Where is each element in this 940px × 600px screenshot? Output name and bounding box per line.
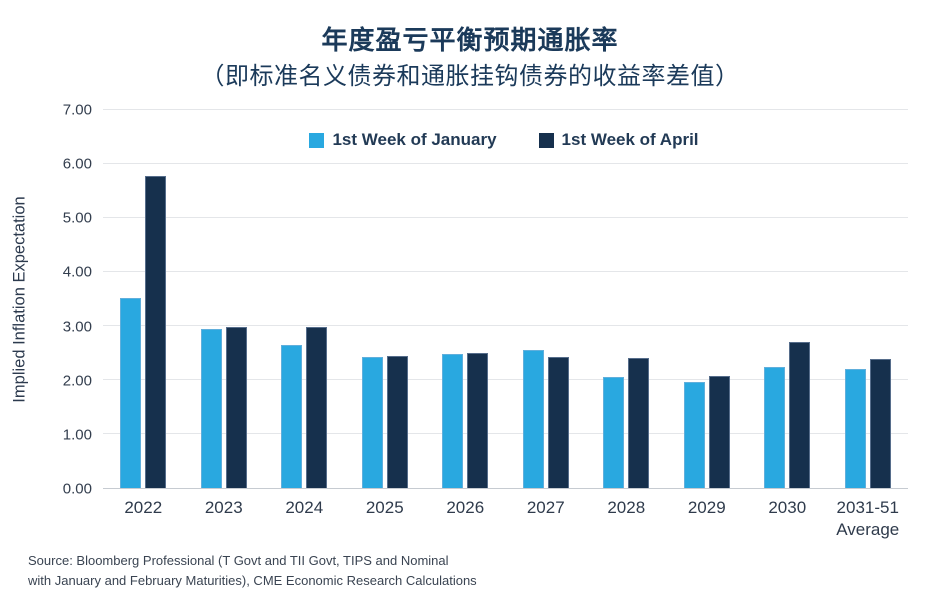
- bar-january-2029: [683, 382, 705, 488]
- y-tick-4.00: 4.00: [62, 263, 92, 281]
- y-tick-6.00: 6.00: [62, 155, 92, 173]
- gridline-1.00: [103, 433, 908, 434]
- gridline-7.00: [103, 109, 908, 110]
- gridline-6.00: [103, 163, 908, 164]
- x-label-2022: 2022: [124, 498, 163, 517]
- bar-group-2027: [506, 110, 587, 488]
- gridline-4.00: [103, 271, 908, 272]
- y-axis-ticks: 0.00 1.00 2.00 3.00 4.00 5.00 6.00 7.00: [26, 103, 92, 497]
- bar-january-2022: [120, 298, 142, 488]
- bar-january-2027: [522, 349, 544, 488]
- x-label-2029: 2029: [687, 498, 726, 517]
- y-tick-2.00: 2.00: [62, 372, 92, 390]
- chart-subtitle: （即标准名义债券和通胀挂钩债券的收益率差值）: [200, 63, 740, 90]
- bar-group-2031-51: [828, 110, 909, 488]
- legend-swatch-january-icon: [309, 132, 325, 148]
- bar-april-2029: [708, 375, 730, 488]
- bar-january-2026: [442, 353, 464, 488]
- x-label-2025: 2025: [365, 498, 404, 517]
- y-tick-0.00: 0.00: [62, 480, 92, 498]
- gridline-2.00: [103, 379, 908, 380]
- bar-group-2025: [345, 110, 426, 488]
- bar-group-2024: [264, 110, 345, 488]
- x-label-2027: 2027: [526, 498, 565, 517]
- y-tick-1.00: 1.00: [62, 426, 92, 444]
- bar-april-2026: [467, 353, 489, 488]
- y-tick-7.00: 7.00: [62, 101, 92, 119]
- bar-january-2024: [281, 345, 303, 488]
- bar-april-2030: [789, 342, 811, 488]
- legend-swatch-april-icon: [538, 132, 554, 148]
- bar-group-2022: [103, 110, 184, 488]
- bar-groups: [103, 110, 908, 488]
- bar-group-2023: [184, 110, 265, 488]
- bar-january-2028: [603, 377, 625, 488]
- bar-group-2028: [586, 110, 667, 488]
- legend: 1st Week of January 1st Week of April: [100, 130, 908, 150]
- bar-april-2028: [628, 357, 650, 488]
- legend-label-january: 1st Week of January: [332, 130, 497, 149]
- bar-april-2025: [386, 355, 408, 488]
- x-label-2031-51: 2031-51 Average: [836, 498, 900, 540]
- source-line-2: with January and February Maturities), C…: [28, 573, 477, 589]
- bar-april-2023: [225, 327, 247, 488]
- x-label-2026: 2026: [446, 498, 485, 517]
- legend-item-january: 1st Week of January: [309, 130, 497, 150]
- legend-label-april: 1st Week of April: [561, 130, 699, 149]
- plot-area: [103, 109, 908, 489]
- x-label-2024: 2024: [285, 498, 324, 517]
- bar-group-2029: [667, 110, 748, 488]
- source-note: Source: Bloomberg Professional (T Govt a…: [28, 551, 477, 591]
- bar-january-2023: [200, 328, 222, 488]
- bar-april-2027: [547, 356, 569, 488]
- x-axis-labels: 2022 2023 2024 2025 2026 2027 2028 2029 2030 2031…: [103, 497, 908, 541]
- bar-group-2030: [747, 110, 828, 488]
- gridline-3.00: [103, 325, 908, 326]
- bar-april-2031-51: [869, 358, 891, 488]
- source-line-1: Source: Bloomberg Professional (T Govt a…: [28, 553, 449, 568]
- chart-title: 年度盈亏平衡预期通胀率: [321, 25, 619, 55]
- y-tick-3.00: 3.00: [62, 318, 92, 336]
- x-label-2030: 2030: [768, 498, 807, 517]
- legend-item-april: 1st Week of April: [538, 130, 699, 150]
- bar-group-2026: [425, 110, 506, 488]
- x-label-2028: 2028: [607, 498, 646, 517]
- gridline-5.00: [103, 217, 908, 218]
- bar-april-2022: [145, 175, 167, 488]
- y-tick-5.00: 5.00: [62, 209, 92, 227]
- bar-january-2030: [764, 366, 786, 488]
- x-label-2023: 2023: [204, 498, 243, 517]
- bar-april-2024: [306, 326, 328, 488]
- bar-january-2025: [361, 357, 383, 488]
- bar-january-2031-51: [844, 368, 866, 488]
